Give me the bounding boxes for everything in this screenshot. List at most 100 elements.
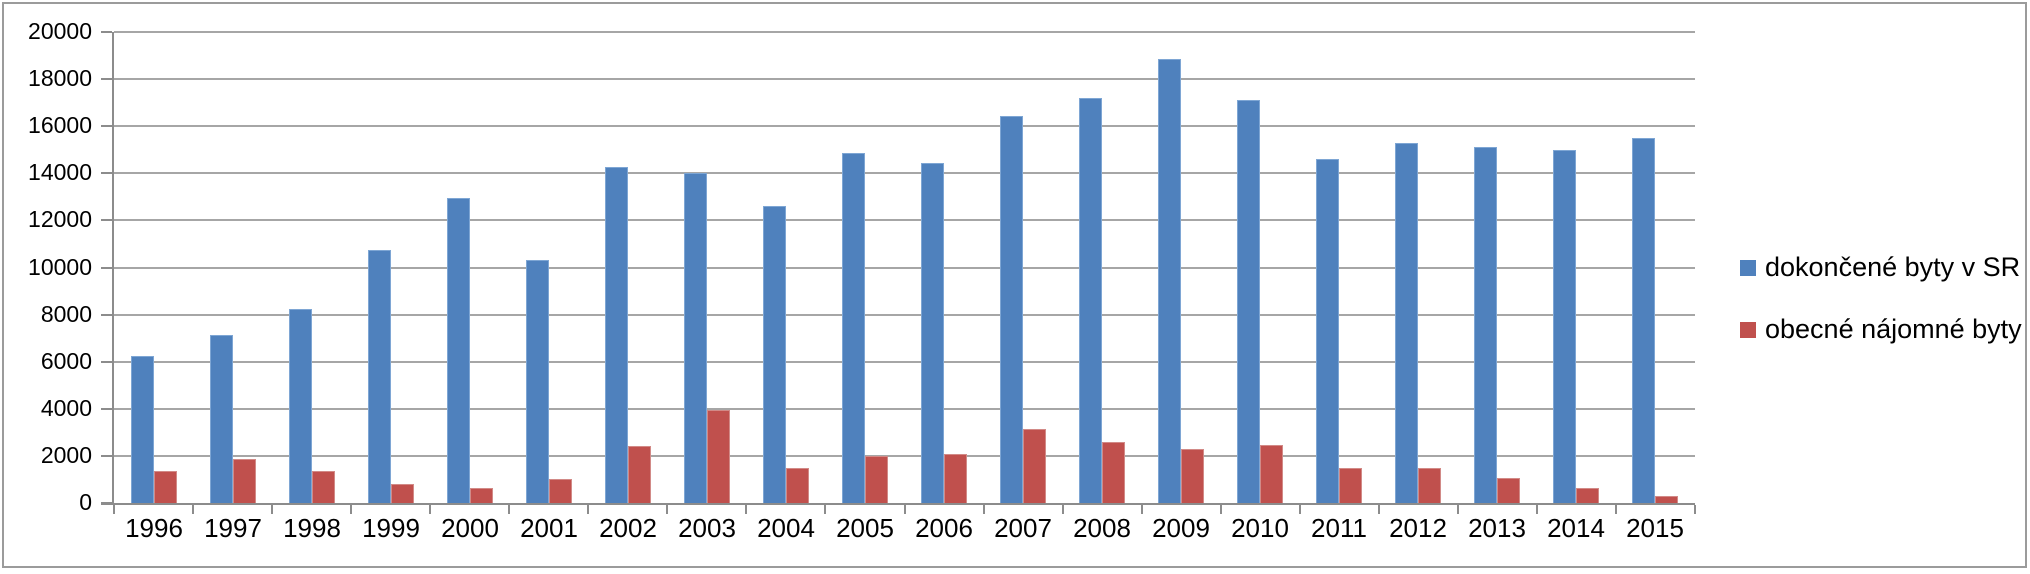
- bar-completed-2007: [1000, 116, 1023, 503]
- gridline-6000: [114, 361, 1695, 363]
- bar-completed-2014: [1553, 150, 1576, 503]
- x-axis-tick: [271, 505, 273, 514]
- y-axis-tick-label: 18000: [28, 65, 92, 91]
- x-axis-tick: [350, 505, 352, 514]
- x-axis-tick-label: 2010: [1231, 513, 1289, 543]
- bar-municipal-2000: [470, 488, 493, 503]
- x-axis-tick-label: 2015: [1626, 513, 1684, 543]
- y-axis-tick: [101, 78, 112, 80]
- x-axis-tick-label: 2003: [678, 513, 736, 543]
- bar-completed-1998: [289, 309, 312, 503]
- gridline-12000: [114, 219, 1695, 221]
- x-axis-line: [101, 503, 1695, 505]
- x-axis-tick: [983, 505, 985, 514]
- y-axis-tick-label: 4000: [40, 395, 92, 421]
- y-axis-tick-label: 12000: [28, 206, 92, 232]
- y-axis-tick-label: 0: [79, 489, 92, 515]
- x-axis-tick-label: 2002: [599, 513, 657, 543]
- bar-municipal-2005: [865, 456, 888, 503]
- x-axis-tick-label: 2011: [1311, 513, 1367, 543]
- bar-municipal-2004: [786, 468, 809, 503]
- y-axis-tick: [101, 125, 112, 127]
- bar-completed-2005: [842, 153, 865, 503]
- bar-completed-2006: [921, 163, 944, 503]
- bar-municipal-2006: [944, 454, 967, 503]
- bar-completed-2008: [1079, 98, 1102, 503]
- y-axis-tick: [101, 361, 112, 363]
- y-axis-tick-label: 8000: [40, 301, 92, 327]
- x-axis-tick: [192, 505, 194, 514]
- x-axis-tick: [508, 505, 510, 514]
- bar-completed-2002: [605, 167, 628, 503]
- x-axis-tick: [1536, 505, 1538, 514]
- bar-completed-1999: [368, 250, 391, 503]
- bar-municipal-2002: [628, 446, 651, 503]
- bar-municipal-2003: [707, 410, 730, 503]
- bar-completed-2011: [1316, 159, 1339, 503]
- bar-municipal-1999: [391, 484, 414, 503]
- x-axis-tick: [745, 505, 747, 514]
- x-axis-tick-label: 2008: [1073, 513, 1131, 543]
- y-axis-tick: [101, 314, 112, 316]
- bar-completed-1997: [210, 335, 233, 503]
- bar-municipal-2001: [549, 479, 572, 503]
- gridline-4000: [114, 408, 1695, 410]
- x-axis-tick-label: 2014: [1547, 513, 1605, 543]
- gridline-18000: [114, 78, 1695, 80]
- gridline-10000: [114, 267, 1695, 269]
- x-axis-tick: [429, 505, 431, 514]
- bar-completed-2012: [1395, 143, 1418, 503]
- x-axis-tick: [904, 505, 906, 514]
- x-axis-tick: [1220, 505, 1222, 514]
- gridline-2000: [114, 455, 1695, 457]
- bar-completed-2013: [1474, 147, 1497, 503]
- x-axis-tick: [1378, 505, 1380, 514]
- legend-label: dokončené byty v SR: [1765, 252, 2021, 282]
- x-axis-tick-label: 2012: [1389, 513, 1447, 543]
- legend-label: obecné nájomné byty: [1765, 314, 2022, 344]
- plot-area: [101, 31, 1696, 514]
- bar-municipal-2011: [1339, 468, 1362, 503]
- y-axis-tick: [101, 219, 112, 221]
- x-axis-tick: [587, 505, 589, 514]
- bar-municipal-1997: [233, 459, 256, 503]
- bar-municipal-2010: [1260, 445, 1283, 503]
- bar-municipal-2013: [1497, 478, 1520, 503]
- x-axis-tick-label: 1997: [204, 513, 262, 543]
- gridline-16000: [114, 125, 1695, 127]
- y-axis-tick: [101, 267, 112, 269]
- chart-legend: dokončené byty v SR obecné nájomné byty: [1740, 252, 2022, 376]
- gridline-8000: [114, 314, 1695, 316]
- gridline-20000: [114, 31, 1695, 33]
- x-axis-tick: [1615, 505, 1617, 514]
- x-axis-tick-label: 1998: [283, 513, 341, 543]
- bar-municipal-1998: [312, 471, 335, 503]
- x-axis-tick: [1694, 505, 1696, 514]
- x-axis-tick: [1299, 505, 1301, 514]
- y-axis-tick-label: 10000: [28, 254, 92, 280]
- bar-completed-2009: [1158, 59, 1181, 503]
- x-axis-tick: [824, 505, 826, 514]
- x-axis-tick-label: 2013: [1468, 513, 1526, 543]
- x-axis-tick-label: 2000: [441, 513, 499, 543]
- bar-municipal-2009: [1181, 449, 1204, 503]
- y-axis-tick-label: 14000: [28, 159, 92, 185]
- x-axis-tick: [1457, 505, 1459, 514]
- bar-municipal-2012: [1418, 468, 1441, 503]
- bar-municipal-1996: [154, 471, 177, 503]
- bar-completed-2000: [447, 198, 470, 503]
- y-axis-tick-label: 20000: [28, 18, 92, 44]
- legend-item-series-0: dokončené byty v SR: [1740, 252, 2022, 283]
- x-axis-tick: [1141, 505, 1143, 514]
- y-axis-tick-label: 16000: [28, 112, 92, 138]
- bar-completed-2015: [1632, 138, 1655, 503]
- bar-completed-2001: [526, 260, 549, 503]
- x-axis-tick-label: 1999: [362, 513, 420, 543]
- legend-item-series-1: obecné nájomné byty: [1740, 314, 2022, 345]
- bar-completed-1996: [131, 356, 154, 503]
- y-axis-tick: [101, 172, 112, 174]
- legend-swatch-blue: [1740, 259, 1756, 276]
- x-axis-tick-label: 2005: [836, 513, 894, 543]
- x-axis-tick-label: 2004: [757, 513, 815, 543]
